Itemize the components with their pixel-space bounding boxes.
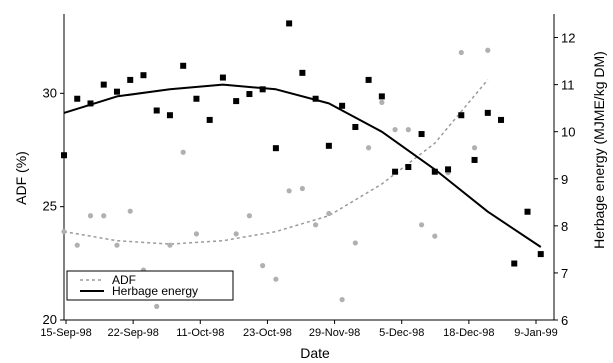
adf-point [273,276,279,282]
x-tick-label: 23-Oct-98 [243,327,292,339]
herbage-energy-point [113,88,120,95]
herbage-energy-point [378,93,385,100]
herbage-energy-point [233,98,240,105]
herbage-energy-point [140,72,147,79]
herbage-energy-point [405,164,412,170]
herbage-energy-point [325,142,332,149]
adf-point [418,222,425,228]
herbage-energy-point [445,166,452,173]
herbage-energy-point [206,116,213,123]
herbage-energy-point [259,86,266,93]
x-tick-label: 9-Jan-99 [514,327,557,339]
right-y-axis-title: Herbage energy (MJME/kg DM) [591,51,607,249]
herbage-energy-point [418,131,425,138]
herbage-energy-point [471,156,478,163]
right-y-tick-label: 6 [561,313,568,328]
herbage-energy-point [286,20,293,27]
right-y-tick-label: 10 [561,125,575,140]
adf-point [101,213,107,219]
right-y-tick-label: 9 [561,172,568,187]
adf-point [127,208,133,214]
right-y-tick-label: 12 [561,31,575,46]
adf-point [352,240,358,246]
herbage-energy-point [153,107,160,114]
legend: ADF Herbage energy [66,270,234,301]
right-y-tick-label: 7 [561,266,568,281]
herbage-energy-point [87,100,94,107]
adf-point [326,210,332,217]
legend-adf-label: ADF [112,273,136,287]
herbage-energy-point [484,109,491,116]
x-tick-label: 11-Oct-98 [176,327,224,339]
herbage-energy-trend-line [63,83,542,248]
adf-point [299,185,305,192]
x-tick-label: 29-Nov-98 [309,327,360,339]
herbage-energy-point [498,116,505,123]
adf-point [286,188,292,194]
herbage-energy-point [458,112,465,119]
legend-energy-label: Herbage energy [112,284,198,298]
herbage-energy-point [365,76,372,83]
data-points [61,20,544,309]
adf-point [61,229,67,235]
herbage-energy-point [127,76,134,83]
herbage-energy-point [352,123,359,130]
x-tick-label: 5-Dec-98 [379,327,424,339]
adf-point [260,263,266,269]
right-y-tick-label: 8 [561,219,568,234]
herbage-energy-point [193,95,200,102]
adf-point [471,145,478,151]
herbage-energy-point [299,69,306,76]
herbage-energy-point [272,145,279,152]
x-axis-ticks: 15-Sep-98 22-Sep-98 11-Oct-98 23-Oct-98 29-N… [40,320,558,339]
adf-point [392,127,398,133]
right-y-tick-label: 11 [561,78,575,93]
herbage-energy-point [511,260,518,267]
legend-box [66,270,234,301]
herbage-energy-point [180,62,187,69]
adf-point [458,49,464,56]
adf-point [405,127,411,133]
herbage-energy-point [246,91,253,98]
herbage-energy-point [312,95,319,102]
left-y-axis-ticks: 20 25 30 [43,85,64,327]
adf-point [180,149,186,155]
x-tick-label: 22-Sep-98 [107,327,158,339]
adf-point [114,242,120,248]
x-axis-title: Date [300,345,330,361]
adf-point [167,242,173,248]
herbage-energy-point [392,168,399,175]
adf-point [365,145,372,151]
adf-point [313,222,319,228]
herbage-energy-point [524,208,531,215]
herbage-energy-point [537,251,544,258]
herbage-energy-point [74,95,81,102]
adf-point [339,297,345,303]
adf-point [432,233,438,239]
herbage-energy-point [61,152,67,159]
left-y-tick-label: 30 [43,85,57,100]
adf-point [154,303,160,309]
adf-point [379,99,385,105]
left-y-axis-title: ADF (%) [13,151,29,205]
herbage-energy-point [219,74,226,81]
herbage-energy-point [339,102,346,109]
adf-point [233,231,239,237]
axes [63,14,555,321]
herbage-energy-point [431,168,438,175]
adf-point [485,47,491,53]
trend-lines [63,79,542,248]
adf-point [74,242,80,248]
left-y-tick-label: 20 [43,312,57,327]
right-y-axis-ticks: 6 7 8 9 10 11 12 [554,31,575,328]
x-tick-label: 15-Sep-98 [40,327,91,339]
adf-point [193,231,200,237]
herbage-energy-point [166,112,173,119]
x-tick-label: 18-Dec-98 [443,327,494,339]
left-y-tick-label: 25 [43,199,57,214]
herbage-energy-point [100,81,107,88]
adf-point [246,213,253,219]
adf-point [87,213,94,219]
